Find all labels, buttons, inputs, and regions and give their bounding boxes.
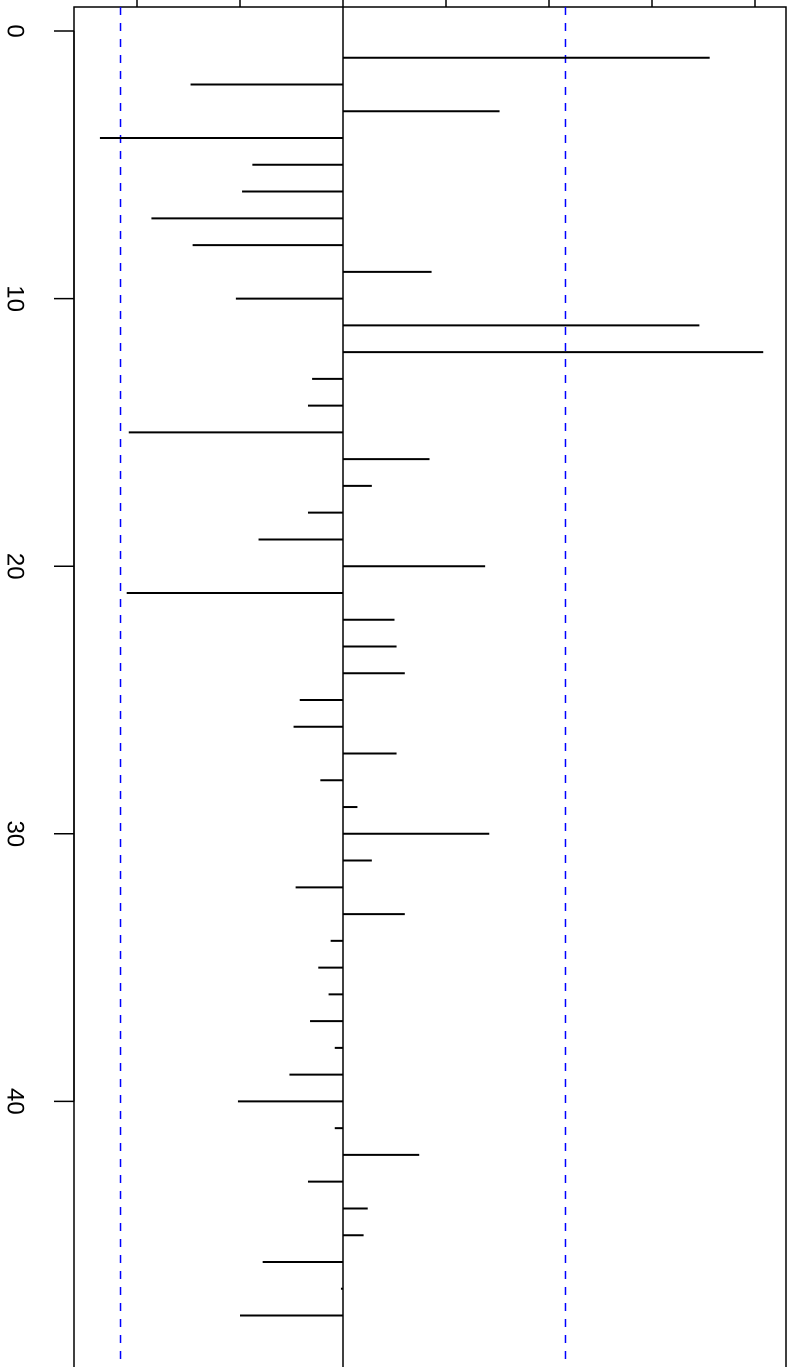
- lag-tick-label: 40: [2, 1088, 29, 1115]
- lag-tick-label: 20: [2, 553, 29, 580]
- lag-tick-label: 10: [2, 285, 29, 312]
- lag-tick-label: 30: [2, 820, 29, 847]
- confidence-bounds: [119, 7, 567, 1367]
- lag-tick-label: 0: [2, 24, 29, 37]
- plot-frame: [73, 6, 787, 1367]
- value-axis-ticks: [136, 0, 756, 7]
- bars: [99, 56, 764, 1317]
- lag-axis: 0 10 20 30 40: [2, 24, 75, 1115]
